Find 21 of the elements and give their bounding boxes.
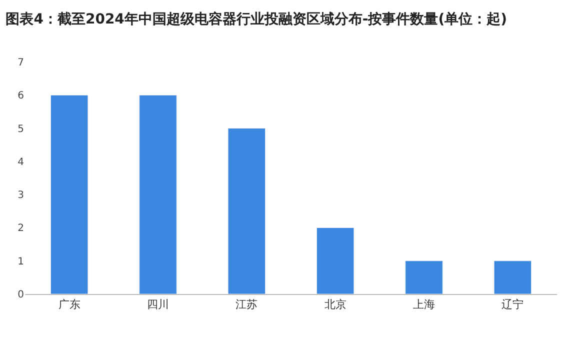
x-tick-label: 广东: [58, 298, 80, 312]
y-tick-label: 5: [18, 124, 24, 135]
bar: [139, 94, 177, 294]
x-tick-label: 北京: [324, 298, 346, 312]
bar: [405, 260, 443, 294]
y-tick-label: 0: [18, 290, 24, 300]
x-tick-label: 江苏: [236, 298, 258, 312]
x-tick-label: 四川: [147, 298, 169, 312]
x-tick-label: 辽宁: [502, 298, 524, 312]
bar: [228, 128, 266, 294]
y-tick-label: 1: [18, 256, 24, 268]
bar: [50, 94, 88, 294]
bar: [494, 260, 532, 294]
bar: [316, 227, 354, 294]
y-tick-label: 7: [18, 58, 24, 68]
chart-title: 图表4：截至2024年中国超级电容器行业投融资区域分布-按事件数量(单位：起): [6, 10, 508, 28]
y-tick-label: 6: [18, 90, 24, 102]
y-tick-label: 2: [18, 223, 24, 234]
y-tick-label: 3: [18, 190, 24, 202]
x-tick-label: 上海: [413, 298, 435, 312]
y-tick-label: 4: [18, 156, 24, 168]
